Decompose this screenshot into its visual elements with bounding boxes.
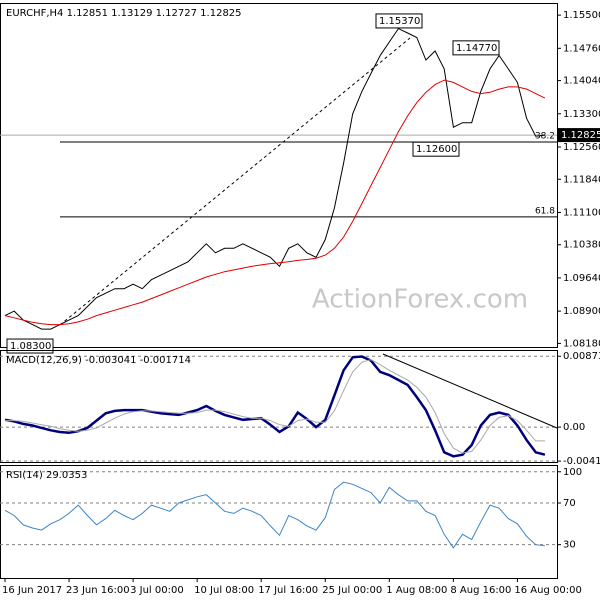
y-tick-label: 30	[563, 540, 576, 551]
last-price-box	[558, 128, 600, 143]
y-tick-label: 1.12560	[563, 142, 600, 153]
y-tick-label: -0.004184	[563, 456, 600, 467]
y-tick-label: 0.00	[563, 422, 585, 433]
y-tick-label: 1.15500	[563, 10, 600, 21]
y-tick-label: 70	[563, 498, 576, 509]
panel-title: EURCHF,H4 1.12851 1.13129 1.12727 1.1282…	[6, 8, 242, 19]
x-tick-label: 17 Jul 16:00	[258, 585, 318, 596]
trend-line	[382, 353, 558, 429]
last-price-label: 1.12825	[561, 130, 600, 141]
trend-line	[59, 37, 411, 326]
fib-label: 61.8	[535, 206, 555, 216]
series-line	[4, 355, 546, 458]
annotation-box	[6, 338, 54, 354]
series-line	[4, 79, 546, 326]
x-tick-label: 16 Jun 2017	[2, 585, 62, 596]
y-tick-label: 1.14040	[563, 76, 600, 87]
x-tick-label: 1 Aug 08:00	[386, 585, 447, 596]
panel-title: RSI(14) 29.0353	[6, 470, 87, 481]
annotation-label: 1.12600	[416, 144, 457, 155]
x-tick-label: 25 Jul 00:00	[322, 585, 382, 596]
x-tick-label: 10 Jul 08:00	[194, 585, 254, 596]
x-tick-label: 23 Jun 16:00	[66, 585, 130, 596]
annotation-label: 1.15370	[379, 16, 420, 27]
series-line	[4, 27, 545, 330]
y-tick-label: 100	[563, 467, 582, 478]
y-tick-label: 1.11840	[563, 174, 600, 185]
annotation-box	[452, 40, 500, 56]
fib-label: 38.2	[535, 132, 555, 142]
series-line	[4, 481, 545, 549]
panel-title: MACD(12,26,9) -0.003041 -0.001714	[6, 355, 191, 366]
y-tick-label: 1.11100	[563, 207, 600, 218]
y-tick-label: 1.08900	[563, 306, 600, 317]
annotation-box	[412, 141, 460, 157]
panel-frame	[0, 465, 558, 579]
x-tick-label: 16 Aug 00:00	[514, 585, 581, 596]
y-tick-label: 1.09640	[563, 273, 600, 284]
panel-frame	[0, 350, 558, 463]
annotation-label: 1.08300	[10, 341, 51, 352]
watermark: ActionForex.com	[312, 285, 528, 315]
series-line	[5, 359, 545, 454]
annotation-box	[375, 13, 423, 29]
annotation-label: 1.14770	[456, 43, 497, 54]
y-tick-label: 1.14760	[563, 43, 600, 54]
panel-frame	[0, 3, 558, 348]
y-tick-label: 1.08180	[563, 338, 600, 349]
y-tick-label: 0.008732	[563, 351, 600, 362]
x-tick-label: 8 Aug 16:00	[450, 585, 511, 596]
x-tick-label: 3 Jul 00:00	[130, 585, 184, 596]
y-tick-label: 1.10380	[563, 240, 600, 251]
y-tick-label: 1.13300	[563, 109, 600, 120]
